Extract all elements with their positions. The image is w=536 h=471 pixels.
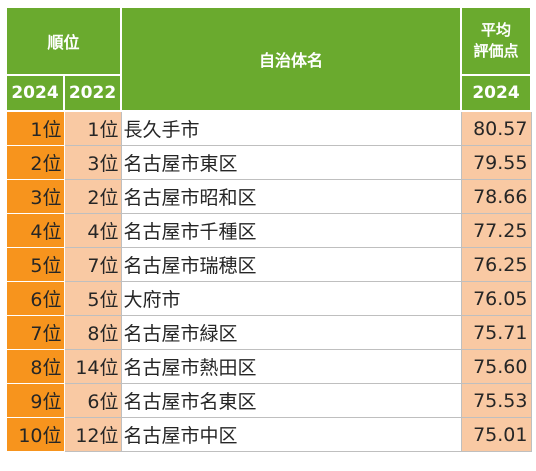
municipality-cell: 名古屋市名東区 bbox=[120, 383, 462, 418]
municipality-header: 自治体名 bbox=[120, 6, 462, 112]
rank-2022-cell: 1位 bbox=[63, 110, 122, 146]
table-row: 10位 12位 名古屋市中区 75.01 bbox=[5, 417, 532, 452]
rank-2024-cell: 10位 bbox=[5, 417, 65, 452]
score-cell: 75.60 bbox=[460, 349, 532, 384]
municipality-cell: 大府市 bbox=[120, 281, 462, 316]
rank-2022-cell: 2位 bbox=[63, 179, 122, 214]
rank-2022-cell: 3位 bbox=[63, 145, 122, 180]
table-row: 5位 7位 名古屋市瑞穂区 76.25 bbox=[5, 247, 532, 282]
rank-2024-cell: 6位 bbox=[5, 281, 65, 316]
score-cell: 76.05 bbox=[460, 281, 532, 316]
table-row: 4位 4位 名古屋市千種区 77.25 bbox=[5, 213, 532, 248]
rank-2022-cell: 6位 bbox=[63, 383, 122, 418]
table-row: 2位 3位 名古屋市東区 79.55 bbox=[5, 145, 532, 180]
municipality-cell: 長久手市 bbox=[120, 110, 462, 146]
municipality-cell: 名古屋市瑞穂区 bbox=[120, 247, 462, 282]
municipality-cell: 名古屋市熱田区 bbox=[120, 349, 462, 384]
table-row: 6位 5位 大府市 76.05 bbox=[5, 281, 532, 316]
score-cell: 77.25 bbox=[460, 213, 532, 248]
score-header-line2: 評価点 bbox=[473, 42, 519, 60]
rank-2022-cell: 4位 bbox=[63, 213, 122, 248]
municipality-cell: 名古屋市中区 bbox=[120, 417, 462, 452]
year-2024-header: 2024 bbox=[5, 74, 65, 112]
rank-2024-cell: 1位 bbox=[5, 110, 65, 146]
rank-2022-cell: 12位 bbox=[63, 417, 122, 452]
municipality-cell: 名古屋市昭和区 bbox=[120, 179, 462, 214]
table-row: 1位 1位 長久手市 80.57 bbox=[5, 110, 532, 146]
municipality-cell: 名古屋市緑区 bbox=[120, 315, 462, 350]
table-row: 3位 2位 名古屋市昭和区 78.66 bbox=[5, 179, 532, 214]
score-header-line1: 平均 bbox=[480, 21, 511, 39]
municipality-cell: 名古屋市千種区 bbox=[120, 213, 462, 248]
score-cell: 80.57 bbox=[460, 110, 532, 146]
score-cell: 78.66 bbox=[460, 179, 532, 214]
table-row: 8位 14位 名古屋市熱田区 75.60 bbox=[5, 349, 532, 384]
table-row: 7位 8位 名古屋市緑区 75.71 bbox=[5, 315, 532, 350]
ranking-table-container: 順位 自治体名 平均 評価点 2024 2022 2024 1位 1位 長久手市 80… bbox=[5, 6, 532, 452]
municipality-cell: 名古屋市東区 bbox=[120, 145, 462, 180]
rank-2022-cell: 5位 bbox=[63, 281, 122, 316]
score-cell: 75.71 bbox=[460, 315, 532, 350]
score-year-header: 2024 bbox=[460, 74, 532, 112]
score-header: 平均 評価点 bbox=[460, 6, 532, 76]
score-cell: 79.55 bbox=[460, 145, 532, 180]
rank-2024-cell: 8位 bbox=[5, 349, 65, 384]
score-cell: 76.25 bbox=[460, 247, 532, 282]
score-cell: 75.53 bbox=[460, 383, 532, 418]
ranking-table: 順位 自治体名 平均 評価点 2024 2022 2024 1位 1位 長久手市 80… bbox=[5, 6, 532, 452]
rank-2022-cell: 8位 bbox=[63, 315, 122, 350]
rank-2024-cell: 3位 bbox=[5, 179, 65, 214]
rank-2024-cell: 7位 bbox=[5, 315, 65, 350]
rank-2024-cell: 5位 bbox=[5, 247, 65, 282]
rank-header: 順位 bbox=[5, 6, 122, 76]
rank-2022-cell: 14位 bbox=[63, 349, 122, 384]
table-row: 9位 6位 名古屋市名東区 75.53 bbox=[5, 383, 532, 418]
rank-2024-cell: 9位 bbox=[5, 383, 65, 418]
rank-2022-cell: 7位 bbox=[63, 247, 122, 282]
rank-2024-cell: 4位 bbox=[5, 213, 65, 248]
rank-2024-cell: 2位 bbox=[5, 145, 65, 180]
year-2022-header: 2022 bbox=[63, 74, 122, 112]
score-cell: 75.01 bbox=[460, 417, 532, 452]
